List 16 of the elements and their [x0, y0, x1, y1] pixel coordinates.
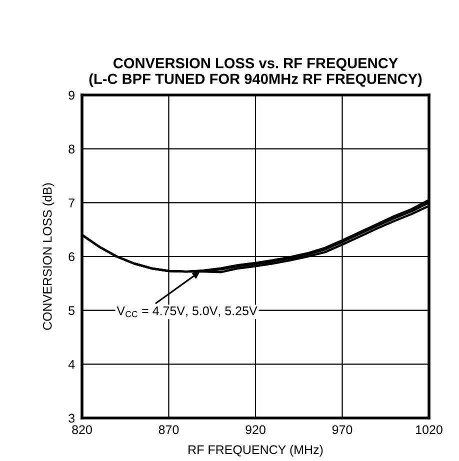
annotation: V$_{CC}$ = 4.75V, 5.0V, 5.25V — [116, 306, 258, 318]
x-axis-title: RF FREQUENCY (MHz) — [188, 444, 323, 457]
x-tick-label: 870 — [158, 425, 179, 434]
chart-title: CONVERSION LOSS vs. RF FREQUENCY (L-C BPF TUNED FOR 940MHz RF FREQUENCY) — [89, 58, 422, 87]
y-axis-title: CONVERSION LOSS (dB) — [42, 183, 54, 330]
y-tick-label: 7 — [68, 198, 74, 208]
x-tick-label: 820 — [72, 425, 92, 434]
x-tick-label: 970 — [332, 425, 352, 434]
y-tick-label: 6 — [68, 252, 75, 262]
x-tick-label: 920 — [246, 425, 266, 434]
y-tick-label: 9 — [68, 90, 74, 100]
y-tick-label: 8 — [68, 144, 75, 154]
x-tick-label: 1020 — [416, 425, 442, 434]
y-tick-label: 5 — [68, 306, 75, 315]
y-tick-label: 3 — [68, 414, 75, 423]
y-tick-label: 4 — [68, 360, 75, 369]
